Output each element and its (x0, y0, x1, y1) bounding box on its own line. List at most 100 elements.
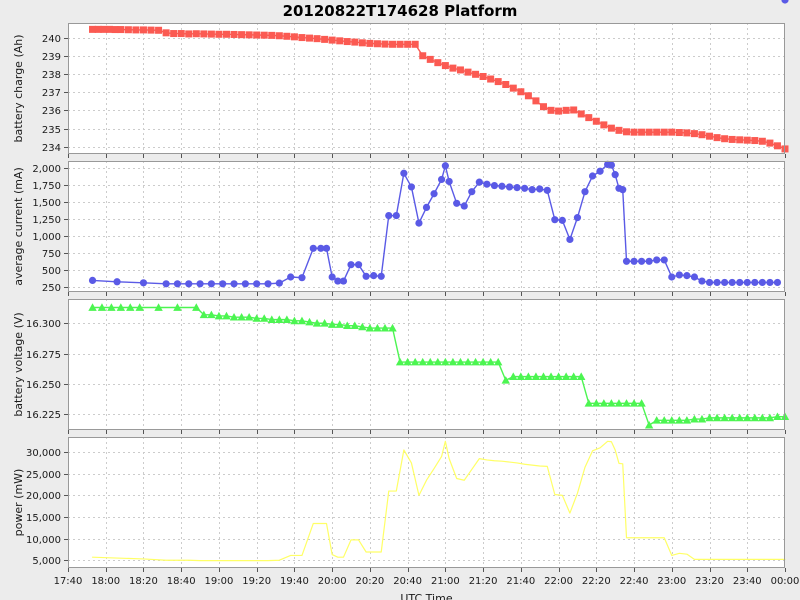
y-tick-label: 15,000 (26, 513, 61, 524)
data-point (599, 399, 609, 407)
data-point (735, 413, 744, 422)
data-point (253, 280, 261, 288)
data-point (690, 273, 699, 281)
data-point (107, 303, 116, 311)
data-point (389, 40, 397, 48)
data-point (306, 34, 314, 42)
x-tick-label: 22:40 (620, 576, 649, 587)
data-point (252, 314, 261, 322)
data-point (773, 142, 781, 150)
data-point (607, 161, 616, 169)
data-point (690, 414, 699, 423)
data-point (758, 413, 767, 422)
data-point (410, 357, 420, 366)
data-point (531, 372, 541, 380)
data-point (570, 106, 578, 114)
data-point (675, 129, 683, 137)
data-point (395, 357, 405, 366)
data-point (502, 81, 510, 88)
x-axis-label: UTC Time (400, 592, 452, 600)
data-point (135, 303, 144, 311)
data-point (698, 131, 706, 139)
x-tick-label: 20:20 (355, 576, 384, 587)
data-point (660, 416, 669, 424)
data-point (721, 135, 729, 143)
x-tick-label: 23:00 (657, 576, 686, 587)
data-point (592, 117, 600, 125)
data-point (596, 167, 604, 175)
x-tick-label: 19:20 (242, 576, 271, 587)
y-tick-label: 2,000 (32, 164, 61, 175)
data-point (320, 319, 329, 327)
y-axis-label: battery charge (Ah) (12, 34, 25, 142)
data-point (532, 97, 540, 105)
panel-battery-charge: 234 235 236 237 238 239 240 battery charge (Ah) (12, 23, 789, 158)
y-tick-label: 1,500 (32, 198, 61, 209)
data-point (116, 303, 126, 311)
data-point (517, 88, 525, 96)
data-point (539, 372, 548, 380)
y-tick-label: 236 (42, 106, 61, 117)
data-point (238, 31, 246, 39)
data-point (411, 40, 419, 48)
data-point (472, 70, 480, 78)
x-axis: 17:40 18:00 18:20 18:40 19:00 19:20 19:40 20:00… (54, 576, 800, 600)
panel-average-current: 250 500 750 1,000 1,250 1,500 1,750 2,000 averag… (12, 0, 789, 296)
data-point (253, 31, 261, 39)
data-point (305, 317, 314, 326)
data-point (588, 172, 597, 180)
y-tick-label: 1,250 (32, 215, 61, 226)
x-tick-label: 19:00 (205, 576, 234, 587)
data-point (736, 278, 744, 287)
y-axis-label: power (mW) (12, 469, 25, 537)
data-point (415, 219, 423, 227)
data-point (106, 25, 114, 33)
data-point (577, 110, 585, 118)
data-point (682, 416, 692, 424)
data-point (275, 279, 283, 287)
y-tick-label: 239 (42, 52, 61, 63)
x-tick-label: 22:20 (582, 576, 611, 587)
data-point (543, 186, 551, 194)
data-point (339, 277, 348, 285)
data-point (611, 171, 619, 179)
data-point (660, 256, 668, 264)
y-tick-label: 16.225 (26, 410, 61, 421)
data-point (521, 184, 529, 192)
data-point (566, 235, 574, 244)
data-point (690, 130, 698, 138)
y-tick-label: 5,000 (32, 556, 61, 567)
data-point (321, 35, 329, 43)
data-point (207, 310, 216, 319)
page-title: 20120822T174628 Platform (282, 2, 518, 20)
data-point (509, 84, 517, 92)
data-point (766, 139, 774, 147)
data-point (750, 413, 760, 422)
data-point (668, 128, 676, 136)
data-point (660, 128, 668, 136)
data-point (698, 277, 706, 285)
x-tick-label: 18:00 (91, 576, 120, 587)
data-point (268, 31, 276, 39)
data-point (260, 314, 269, 322)
data-point (516, 372, 526, 380)
data-point (697, 414, 707, 423)
data-point (456, 357, 465, 366)
data-point (334, 277, 342, 285)
series-line-power (91, 440, 786, 562)
data-point (237, 312, 246, 321)
data-point (501, 376, 510, 384)
data-point (751, 137, 759, 145)
data-point (765, 413, 775, 422)
data-point (388, 323, 397, 332)
data-point (434, 59, 442, 67)
data-point (426, 357, 435, 366)
data-point (448, 357, 458, 366)
data-point (283, 32, 291, 40)
data-point (441, 62, 449, 70)
data-point (162, 29, 170, 37)
data-point (766, 278, 774, 287)
data-point (622, 257, 631, 265)
